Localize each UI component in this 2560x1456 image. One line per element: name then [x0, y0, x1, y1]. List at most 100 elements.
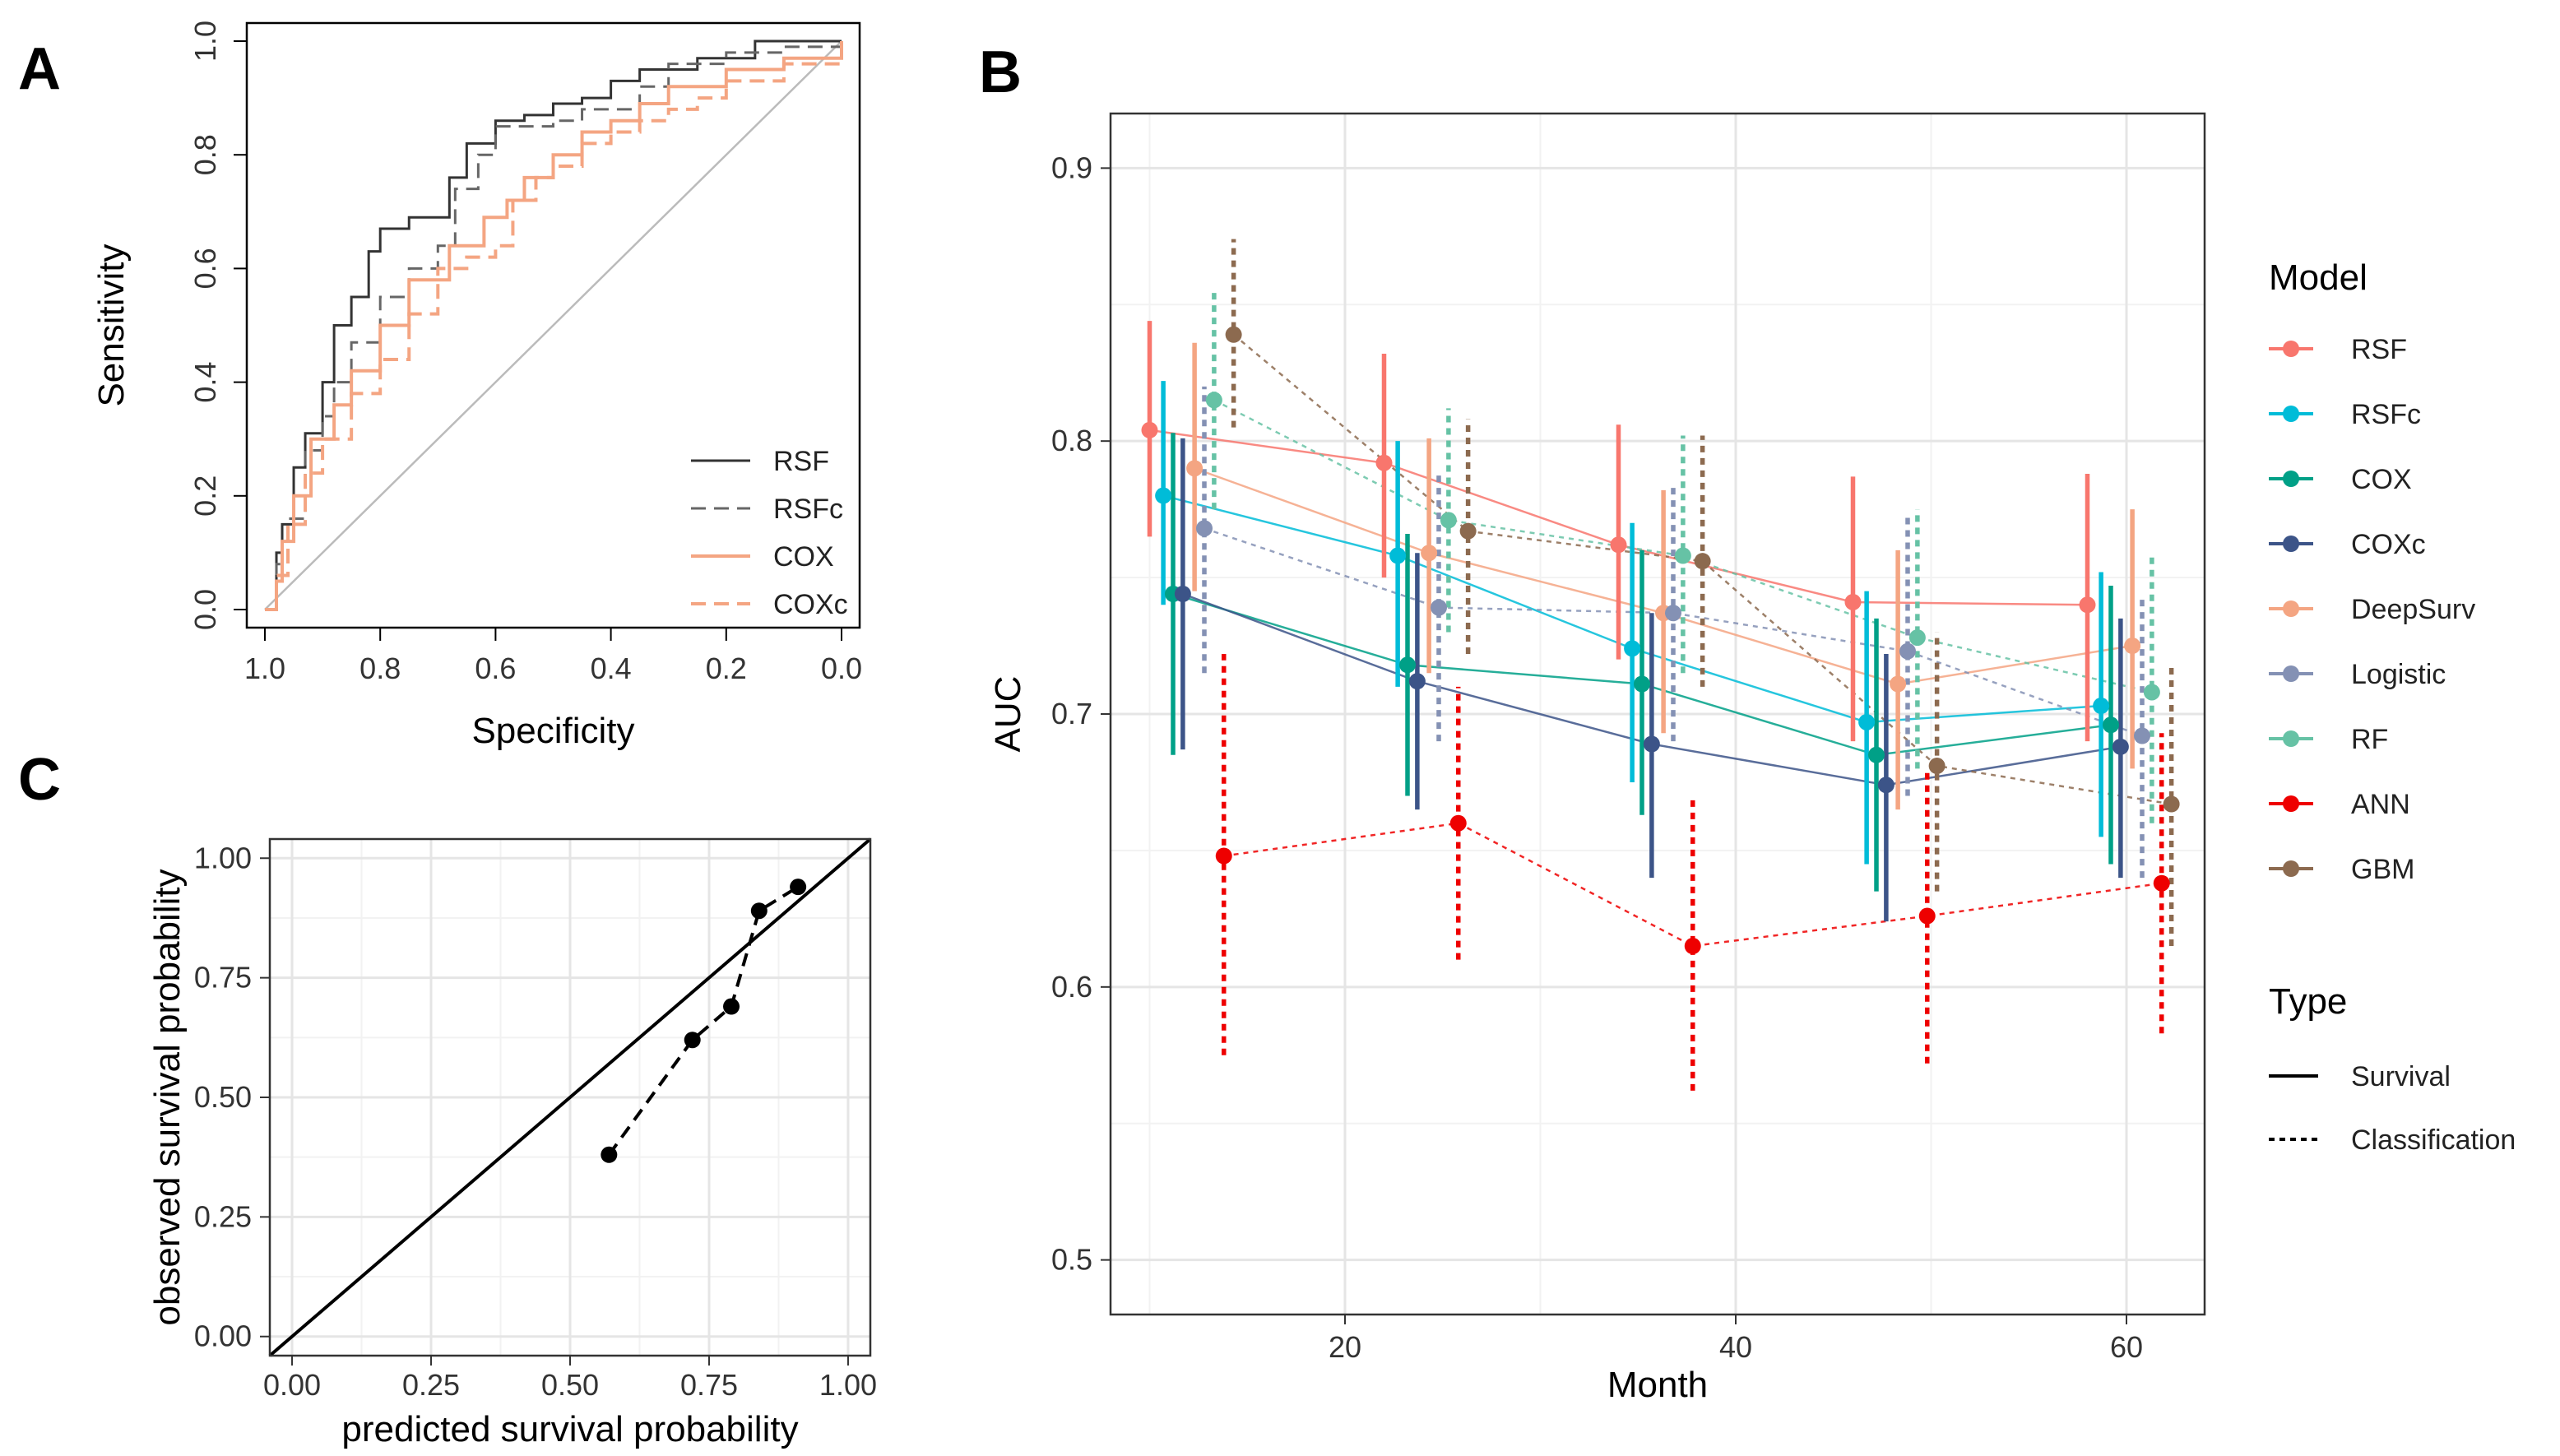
auc-point-logistic: [1196, 520, 1213, 537]
roc-y-tick-label: 0.2: [188, 475, 222, 517]
auc-type-legend-title: Type: [2269, 981, 2347, 1022]
cal-x-tick-label: 0.25: [402, 1368, 460, 1402]
auc-point-cox: [1868, 746, 1885, 763]
auc-legend-key-dot-rf: [2283, 730, 2299, 747]
auc-point-coxc: [1174, 586, 1191, 602]
roc-x-tick-label: 0.6: [475, 651, 516, 685]
cal-plot-frame: [268, 837, 872, 1357]
cal-point: [601, 1146, 618, 1163]
roc-x-tick-label: 1.0: [244, 651, 285, 685]
panel-letter-a: A: [18, 36, 61, 102]
auc-point-coxc: [1408, 673, 1426, 690]
auc-x-tick-label: 20: [1329, 1330, 1361, 1364]
auc-point-logistic: [2134, 727, 2150, 744]
roc-legend-label: RSF: [773, 446, 829, 477]
auc-series-line-gbm: [1232, 333, 2172, 805]
roc-plot-frame: [245, 21, 861, 629]
roc-y-tick-label: 1.0: [188, 21, 222, 62]
auc-y-tick-label: 0.7: [1051, 697, 1092, 730]
cal-y-tick-label: 0.75: [194, 961, 252, 995]
cal-point: [684, 1032, 701, 1049]
auc-legend-label: Logistic: [2351, 659, 2446, 690]
auc-point-deepsurv: [2124, 638, 2141, 655]
panel-letter-c: C: [18, 747, 61, 813]
auc-point-rsf: [1610, 536, 1627, 554]
cal-x-axis-label: predicted survival probability: [341, 1409, 798, 1449]
auc-point-ann: [2153, 874, 2170, 892]
auc-type-legend-label: Survival: [2351, 1061, 2451, 1092]
roc-legend-label: COXc: [773, 589, 848, 620]
auc-legend-key-dot-logistic: [2283, 665, 2299, 682]
auc-y-axis-label: AUC: [988, 676, 1028, 753]
auc-legend-label: COX: [2351, 464, 2412, 495]
auc-point-logistic: [1431, 599, 1447, 616]
roc-x-tick-label: 0.0: [821, 651, 862, 685]
auc-legend-label: ANN: [2351, 789, 2410, 820]
auc-legend-label: RF: [2351, 724, 2388, 755]
auc-point-rf: [1440, 512, 1457, 529]
auc-legend-key-dot-deepsurv: [2283, 600, 2299, 617]
roc-x-axis-label: Specificity: [471, 711, 634, 751]
panel-letter-b: B: [979, 39, 1022, 105]
roc-x-tick-label: 0.8: [359, 651, 401, 685]
cal-x-tick-label: 1.00: [819, 1368, 877, 1402]
auc-y-tick-label: 0.8: [1051, 424, 1092, 457]
auc-point-cox: [1399, 656, 1416, 674]
auc-legend-label: GBM: [2351, 854, 2414, 885]
roc-x-tick-label: 0.2: [706, 651, 747, 685]
auc-y-tick-label: 0.9: [1051, 151, 1092, 184]
auc-point-coxc: [1877, 777, 1894, 794]
auc-legend-key-dot-gbm: [2283, 860, 2299, 877]
auc-legend-label: DeepSurv: [2351, 594, 2475, 625]
cal-y-tick-label: 1.00: [194, 841, 252, 874]
auc-point-rsfc: [2093, 698, 2110, 715]
auc-point-ann: [1918, 907, 1936, 925]
cal-point: [750, 902, 768, 920]
auc-point-rf: [1908, 629, 1926, 647]
auc-point-deepsurv: [1890, 675, 1907, 693]
auc-point-rsf: [1375, 454, 1393, 471]
auc-point-rsf: [2079, 596, 2096, 614]
roc-y-tick-label: 0.6: [188, 248, 222, 289]
auc-legend-key-dot-rsfc: [2283, 406, 2299, 422]
auc-legend-title: Model: [2269, 257, 2368, 298]
cal-x-tick-label: 0.00: [263, 1368, 321, 1402]
auc-point-rf: [1205, 392, 1222, 409]
auc-point-gbm: [2163, 795, 2180, 813]
auc-legend-key-dot-ann: [2283, 795, 2299, 812]
cal-y-tick-label: 0.50: [194, 1080, 252, 1114]
roc-series-coxc: [265, 41, 843, 611]
auc-point-logistic: [1665, 605, 1681, 622]
auc-point-ann: [1215, 847, 1232, 865]
auc-series-line-logistic: [1203, 527, 2143, 737]
auc-legend-key-dot-rsf: [2283, 341, 2299, 357]
calibration-chart: 0.00 0.25 0.50 0.75 1.00 0.00 0.25 0.50 0.75 1.00…: [147, 837, 877, 1449]
auc-point-ann: [1684, 938, 1701, 955]
cal-x-tick-label: 0.75: [680, 1368, 738, 1402]
roc-y-tick-label: 0.8: [188, 134, 222, 175]
auc-point-rsfc: [1389, 547, 1407, 564]
auc-point-deepsurv: [1421, 545, 1438, 562]
roc-series-rsf: [265, 39, 842, 611]
auc-point-rsf: [1141, 421, 1158, 438]
auc-chart: 20 40 60 0.5 0.6 0.7 0.8 0.9 Month AUC Model RSF RSF…: [988, 112, 2516, 1405]
auc-legend-label: RSF: [2351, 334, 2407, 365]
roc-legend-label: RSFc: [773, 494, 843, 525]
auc-point-rsf: [1844, 593, 1862, 610]
auc-point-cox: [2103, 716, 2119, 734]
cal-reference-line: [268, 837, 872, 1357]
cal-y-axis-label: observed survival probability: [147, 869, 188, 1325]
auc-y-tick-label: 0.6: [1051, 970, 1092, 1004]
auc-x-axis-label: Month: [1607, 1365, 1708, 1405]
roc-y-tick-label: 0.0: [188, 589, 222, 630]
auc-y-tick-label: 0.5: [1051, 1243, 1092, 1277]
roc-chart: 1.0 0.8 0.6 0.4 0.2 0.0 0.0 0.2 0.4 0.6 0.8 1.0 Spec…: [91, 21, 862, 751]
roc-reference-line: [264, 40, 842, 610]
roc-x-tick-label: 0.4: [591, 651, 632, 685]
auc-type-legend-label: Classification: [2351, 1124, 2516, 1156]
roc-y-tick-label: 0.4: [188, 362, 222, 403]
cal-point: [790, 879, 807, 896]
auc-legend-key-dot-coxc: [2283, 536, 2299, 552]
auc-point-coxc: [2112, 738, 2129, 755]
